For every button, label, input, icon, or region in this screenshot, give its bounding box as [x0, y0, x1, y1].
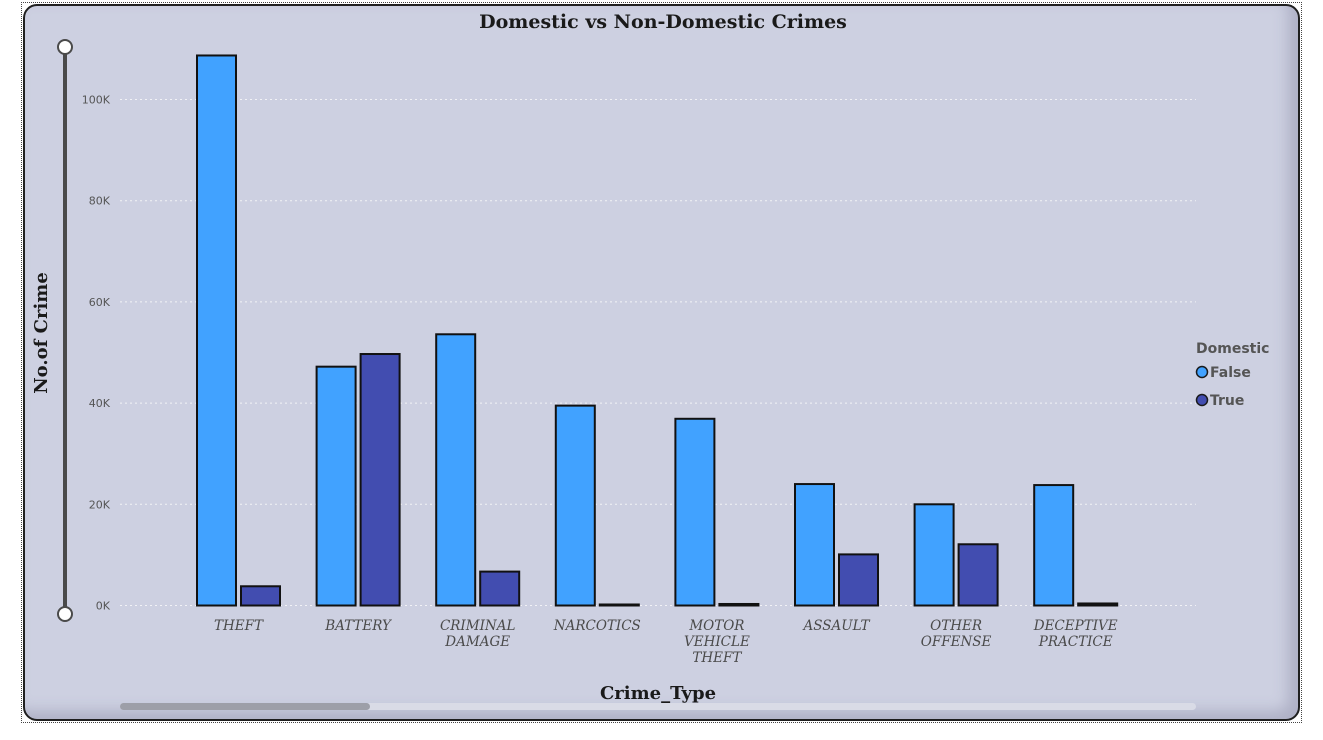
legend-item-false[interactable]: False — [1195, 365, 1251, 381]
legend: Domestic False True — [1195, 341, 1269, 409]
bar-false[interactable] — [1033, 484, 1075, 607]
bar-false[interactable] — [794, 483, 835, 607]
x-category-label: DECEPTIVE PRACTICE — [1033, 618, 1118, 650]
x-category-label: MOTOR VEHICLE THEFT — [684, 618, 750, 666]
bar-false[interactable] — [435, 333, 477, 607]
x-axis-categories: THEFT BATTERY CRIMINAL DAMAGE NARCOTICS MOTOR… — [214, 618, 1118, 666]
y-tick-label: 80K — [89, 195, 111, 208]
y-tick-label: 60K — [89, 296, 111, 309]
legend-title: Domestic — [1196, 341, 1269, 357]
x-category-label: BATTERY — [324, 618, 392, 634]
scrollbar-track[interactable] — [120, 703, 1196, 710]
bar-false[interactable] — [196, 54, 237, 607]
chart-title: Domestic vs Non-Domestic Crimes — [479, 11, 847, 33]
legend-item-true[interactable]: True — [1195, 393, 1245, 409]
scrollbar-thumb[interactable] — [120, 703, 370, 710]
bar-true[interactable] — [359, 353, 401, 607]
bar-true[interactable] — [240, 585, 281, 607]
bars — [196, 54, 1119, 607]
visual-selection-frame — [21, 2, 1302, 723]
bar-true[interactable] — [957, 543, 999, 607]
y-zoom-top-handle[interactable] — [57, 39, 73, 55]
x-category-label: THEFT — [214, 618, 264, 634]
legend-true-marker — [1195, 393, 1209, 407]
bar-true[interactable] — [1077, 602, 1119, 607]
y-axis-title: No.of Crime — [31, 272, 52, 394]
y-zoom-bottom-handle[interactable] — [57, 606, 73, 622]
bar-false[interactable] — [674, 417, 716, 607]
gridlines — [120, 99, 1196, 606]
x-category-label: OTHER OFFENSE — [921, 618, 992, 650]
bar-false[interactable] — [315, 365, 357, 607]
y-tick-label: 40K — [89, 397, 111, 410]
legend-false-marker — [1195, 365, 1209, 379]
legend-true-label: True — [1210, 393, 1244, 409]
horizontal-scrollbar[interactable] — [120, 703, 1196, 710]
bar-true[interactable] — [838, 553, 879, 607]
bar-true[interactable] — [479, 570, 521, 607]
x-category-label: NARCOTICS — [553, 618, 641, 634]
legend-false-label: False — [1210, 365, 1251, 381]
x-category-label: CRIMINAL DAMAGE — [440, 618, 516, 650]
bar-false[interactable] — [554, 404, 596, 607]
bar-false[interactable] — [913, 503, 955, 607]
bar-true[interactable] — [598, 603, 640, 607]
bar-true[interactable] — [718, 602, 760, 607]
y-axis-ticks: 0K 20K 40K 60K 80K 100K — [82, 94, 111, 613]
x-axis-title: Crime_Type — [600, 683, 716, 704]
y-tick-label: 20K — [89, 498, 111, 511]
y-tick-label: 0K — [96, 600, 111, 613]
y-zoom-slider[interactable] — [57, 39, 73, 622]
x-category-label: ASSAULT — [801, 618, 870, 634]
y-tick-label: 100K — [82, 94, 111, 107]
